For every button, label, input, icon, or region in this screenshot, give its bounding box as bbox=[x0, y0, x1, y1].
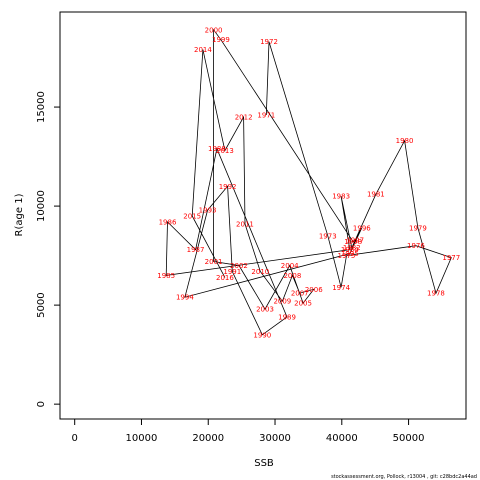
point-labels: 1971 1972 1973 1974 1975 1976 1977 1978 1979 1980… bbox=[157, 26, 460, 339]
y-tick-label: 15000 bbox=[36, 91, 47, 123]
y-tick-label: 0 bbox=[36, 401, 47, 407]
x-tick-label: 20000 bbox=[192, 433, 224, 444]
point-label-1973: 1973 bbox=[319, 232, 337, 240]
y-tick-label: 5000 bbox=[36, 292, 47, 317]
point-label-2010: 2010 bbox=[251, 268, 269, 276]
point-label-1974: 1974 bbox=[332, 284, 350, 292]
point-label-2004: 2004 bbox=[281, 262, 299, 270]
point-label-1976: 1976 bbox=[407, 242, 425, 250]
point-label-2015: 2015 bbox=[183, 212, 201, 220]
x-tick-label: 50000 bbox=[393, 433, 425, 444]
x-tick-label: 30000 bbox=[259, 433, 291, 444]
point-label-1995: 1995 bbox=[341, 250, 359, 258]
point-label-1997: 1997 bbox=[346, 236, 364, 244]
point-label-1988: 1988 bbox=[208, 145, 226, 153]
point-label-2006: 2006 bbox=[305, 286, 323, 294]
point-label-2008: 2008 bbox=[283, 272, 301, 280]
point-label-2003: 2003 bbox=[256, 306, 274, 314]
point-label-2007: 2007 bbox=[291, 290, 309, 298]
point-label-1984: 1984 bbox=[341, 246, 359, 254]
point-label-1999: 1999 bbox=[212, 36, 230, 44]
point-label-1985: 1985 bbox=[157, 272, 175, 280]
point-label-1979: 1979 bbox=[409, 224, 427, 232]
x-tick-label: 10000 bbox=[126, 433, 158, 444]
y-tick-label: 10000 bbox=[36, 190, 47, 222]
point-label-1991: 1991 bbox=[223, 268, 241, 276]
point-label-2009: 2009 bbox=[273, 298, 291, 306]
point-label-1986: 1986 bbox=[159, 218, 177, 226]
point-label-2001: 2001 bbox=[205, 258, 223, 266]
point-label-1975: 1975 bbox=[338, 252, 356, 260]
point-label-1989: 1989 bbox=[278, 314, 296, 322]
plot-frame bbox=[59, 11, 467, 420]
series-path bbox=[165, 28, 452, 336]
point-label-2012: 2012 bbox=[235, 113, 253, 121]
ssb-recruitment-line bbox=[165, 28, 452, 336]
point-label-1972: 1972 bbox=[260, 38, 278, 46]
point-label-1994: 1994 bbox=[176, 294, 194, 302]
x-axis: 0 10000 20000 30000 40000 50000 bbox=[72, 418, 425, 444]
point-label-2013: 2013 bbox=[216, 147, 234, 155]
point-label-1992: 1992 bbox=[219, 183, 237, 191]
point-label-1996: 1996 bbox=[353, 224, 371, 232]
point-label-1998: 1998 bbox=[344, 238, 362, 246]
point-label-1983: 1983 bbox=[332, 193, 350, 201]
point-label-1977: 1977 bbox=[442, 254, 460, 262]
x-tick-label: 0 bbox=[72, 433, 78, 444]
point-label-1971: 1971 bbox=[257, 111, 275, 119]
point-label-1978: 1978 bbox=[427, 290, 445, 298]
point-label-2016: 2016 bbox=[216, 274, 234, 282]
point-label-2005: 2005 bbox=[294, 300, 312, 308]
point-label-1982: 1982 bbox=[343, 244, 361, 252]
point-label-1981: 1981 bbox=[367, 191, 385, 199]
point-label-1990: 1990 bbox=[253, 331, 271, 339]
point-label-2011: 2011 bbox=[236, 220, 254, 228]
point-label-2014: 2014 bbox=[194, 46, 212, 54]
footer-credit: stockassessment.org, Pollock, r13004 , g… bbox=[331, 474, 477, 480]
point-label-1980: 1980 bbox=[396, 137, 414, 145]
x-axis-title: SSB bbox=[254, 458, 274, 469]
point-label-1993: 1993 bbox=[199, 207, 217, 215]
point-label-1987: 1987 bbox=[187, 246, 205, 254]
point-label-2002: 2002 bbox=[230, 262, 248, 270]
x-tick-label: 40000 bbox=[326, 433, 358, 444]
y-axis: 0 5000 10000 15000 bbox=[36, 91, 61, 407]
point-label-2000: 2000 bbox=[205, 26, 223, 34]
y-axis-title: R(age 1) bbox=[14, 193, 25, 236]
